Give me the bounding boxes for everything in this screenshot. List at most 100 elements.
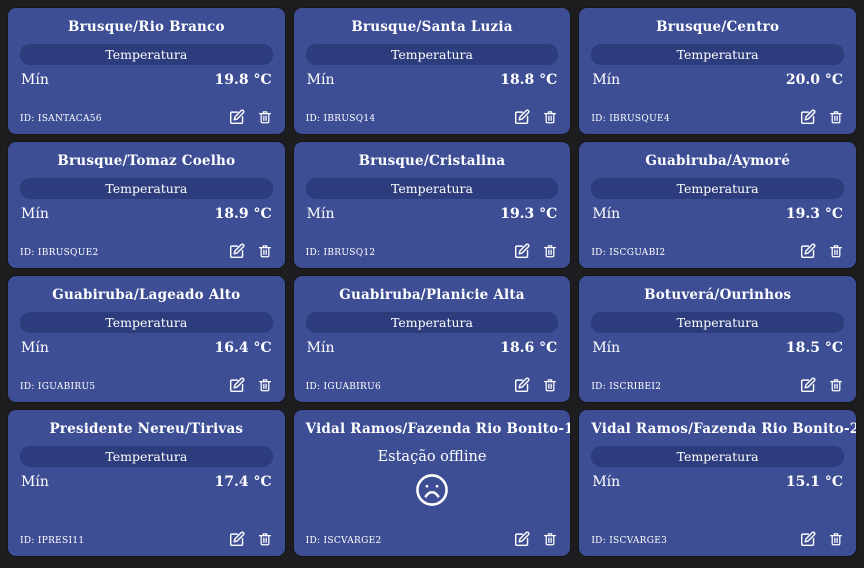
delete-button[interactable] <box>828 376 844 394</box>
delete-button[interactable] <box>828 242 844 260</box>
offline-block: Estação offline <box>306 446 559 530</box>
card-footer: ID: ISCVARGE2 <box>306 530 559 548</box>
delete-button[interactable] <box>542 376 558 394</box>
station-name: Guabiruba/Planicie Alta <box>339 287 525 303</box>
min-row: Mín 19.3 °C <box>591 206 844 222</box>
edit-icon <box>800 531 816 547</box>
delete-button[interactable] <box>542 108 558 126</box>
min-label: Mín <box>592 205 621 222</box>
edit-button[interactable] <box>513 530 531 548</box>
delete-button[interactable] <box>542 242 558 260</box>
min-label: Mín <box>306 339 335 356</box>
temperature-pill: Temperatura <box>305 312 559 333</box>
station-id: ID: IBRUSQ12 <box>305 248 376 258</box>
edit-button[interactable] <box>228 376 246 394</box>
delete-button[interactable] <box>257 376 273 394</box>
temperature-pill: Temperatura <box>591 446 844 467</box>
min-row: Mín 19.8 °C <box>20 72 273 88</box>
card-actions <box>799 108 844 126</box>
edit-button[interactable] <box>799 108 817 126</box>
min-value: 18.6 °C <box>500 339 558 356</box>
delete-button[interactable] <box>257 242 273 260</box>
edit-button[interactable] <box>799 242 817 260</box>
temperature-pill: Temperatura <box>305 178 559 199</box>
trash-icon <box>544 245 557 258</box>
edit-button[interactable] <box>228 530 246 548</box>
temperature-block: Temperatura Mín 19.3 °C <box>591 178 844 222</box>
edit-button[interactable] <box>799 530 817 548</box>
temperature-block: Temperatura Mín 15.1 °C <box>591 446 844 490</box>
station-name: Brusque/Rio Branco <box>67 19 225 35</box>
min-row: Mín 20.0 °C <box>591 72 844 88</box>
min-label: Mín <box>592 71 621 88</box>
trash-icon <box>258 379 271 392</box>
temperature-pill: Temperatura <box>305 44 559 65</box>
edit-icon <box>515 243 530 259</box>
edit-icon <box>229 377 245 393</box>
station-id: ID: IBRUSQ14 <box>305 114 376 124</box>
temperature-block: Temperatura Mín 19.3 °C <box>305 178 559 222</box>
min-value: 15.1 °C <box>785 473 843 490</box>
temperature-pill: Temperatura <box>20 312 273 333</box>
station-name: Botuverá/Ourinhos <box>644 287 792 303</box>
card-footer: ID: IBRUSQ14 <box>306 108 559 126</box>
min-value: 20.0 °C <box>785 71 843 88</box>
temperature-pill: Temperatura <box>20 178 273 199</box>
min-row: Mín 18.5 °C <box>591 340 844 356</box>
trash-icon <box>258 533 271 546</box>
station-card: Guabiruba/Planicie Alta Temperatura Mín … <box>293 276 571 402</box>
station-card: Brusque/Santa Luzia Temperatura Mín 18.8… <box>293 8 571 134</box>
delete-button[interactable] <box>257 108 273 126</box>
edit-icon <box>229 243 245 259</box>
edit-icon <box>800 109 816 125</box>
edit-icon <box>515 531 530 547</box>
station-id: ID: ISCVARGE3 <box>591 536 668 546</box>
delete-button[interactable] <box>828 530 844 548</box>
trash-icon <box>258 111 271 124</box>
min-label: Mín <box>306 205 335 222</box>
edit-button[interactable] <box>228 108 246 126</box>
edit-button[interactable] <box>513 108 531 126</box>
edit-button[interactable] <box>513 242 531 260</box>
card-actions <box>513 530 558 548</box>
min-row: Mín 15.1 °C <box>591 474 844 490</box>
card-footer: ID: ISCVARGE3 <box>591 530 844 548</box>
card-footer: ID: IPRESI11 <box>20 530 273 548</box>
delete-button[interactable] <box>828 108 844 126</box>
min-row: Mín 17.4 °C <box>20 474 273 490</box>
edit-button[interactable] <box>799 376 817 394</box>
station-name: Brusque/Cristalina <box>358 153 506 169</box>
temperature-block: Temperatura Mín 18.6 °C <box>305 312 559 356</box>
station-card: Brusque/Rio Branco Temperatura Mín 19.8 … <box>8 8 285 134</box>
min-value: 16.4 °C <box>214 339 272 356</box>
trash-icon <box>830 245 842 258</box>
edit-icon <box>229 531 245 547</box>
station-id: ID: ISANTACA56 <box>20 114 102 124</box>
trash-icon <box>544 379 557 392</box>
station-id: ID: ISCGUABI2 <box>591 248 666 258</box>
station-name: Guabiruba/Lageado Alto <box>52 287 241 303</box>
station-id: ID: IPRESI11 <box>20 536 85 546</box>
min-row: Mín 19.3 °C <box>306 206 559 222</box>
min-value: 18.8 °C <box>500 71 558 88</box>
card-actions <box>228 242 273 260</box>
card-actions <box>799 530 844 548</box>
card-footer: ID: IBRUSQ12 <box>306 242 559 260</box>
min-value: 17.4 °C <box>214 473 272 490</box>
temperature-pill: Temperatura <box>20 446 273 467</box>
min-value: 18.9 °C <box>214 205 272 222</box>
edit-icon <box>515 377 530 393</box>
card-actions <box>513 376 558 394</box>
delete-button[interactable] <box>542 530 558 548</box>
min-row: Mín 18.8 °C <box>306 72 559 88</box>
card-footer: ID: IBRUSQUE4 <box>591 108 844 126</box>
card-footer: ID: IGUABIRU6 <box>306 376 559 394</box>
edit-button[interactable] <box>228 242 246 260</box>
temperature-pill: Temperatura <box>591 44 844 65</box>
card-actions <box>513 108 558 126</box>
temperature-block: Temperatura Mín 17.4 °C <box>20 446 273 490</box>
station-name: Presidente Nereu/Tirivas <box>49 421 244 437</box>
edit-button[interactable] <box>513 376 531 394</box>
delete-button[interactable] <box>257 530 273 548</box>
